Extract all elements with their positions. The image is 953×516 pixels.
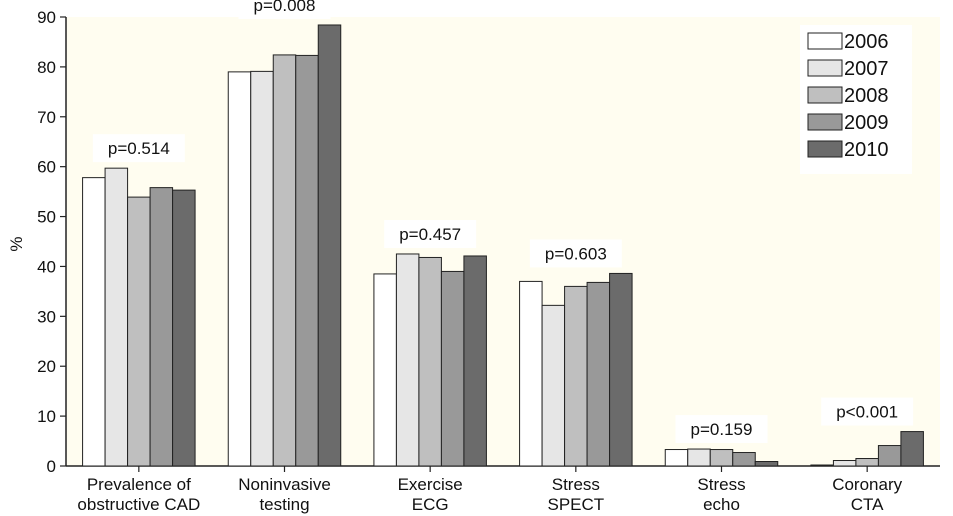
bar-2010	[609, 272, 633, 467]
p-value-annotation: p=0.159	[691, 420, 753, 439]
bar-2009	[732, 452, 756, 467]
y-tick-label: 60	[37, 158, 56, 177]
annotation-box	[384, 219, 477, 248]
bar-2010	[317, 24, 342, 467]
bar-2007	[104, 167, 129, 467]
legend-label-2007: 2007	[844, 58, 889, 80]
category-label: Stress	[697, 475, 745, 494]
category-label: testing	[259, 495, 309, 514]
bar-2008	[418, 256, 442, 467]
bar-2010	[463, 255, 487, 467]
p-value-annotation: p=0.457	[399, 225, 461, 244]
y-tick-label: 10	[37, 407, 56, 426]
bar-2006	[519, 280, 543, 467]
bar-2008	[709, 449, 734, 467]
bar-2007	[395, 253, 420, 467]
category-label: Stress	[552, 475, 600, 494]
category-label: Prevalence of	[87, 475, 191, 494]
annotation-box	[92, 134, 185, 163]
bar-2010	[172, 189, 196, 467]
y-tick-label: 40	[37, 257, 56, 276]
y-tick-label: 70	[37, 108, 56, 127]
category-label: ECG	[412, 495, 449, 514]
bar-2007	[832, 460, 857, 467]
bar-2007	[250, 70, 274, 467]
category-label: echo	[703, 495, 740, 514]
y-tick-label: 20	[37, 357, 56, 376]
category-label: Coronary	[832, 475, 902, 494]
bar-2006	[810, 464, 834, 467]
bar-2008	[272, 54, 297, 467]
y-tick-label: 0	[47, 457, 56, 476]
category-label: Exercise	[398, 475, 463, 494]
y-tick-label: 50	[37, 208, 56, 227]
category-label: obstructive CAD	[77, 495, 200, 514]
legend-swatch-2008	[807, 86, 843, 104]
plot-area	[66, 17, 940, 466]
bar-2010	[754, 461, 779, 467]
bar-2008	[564, 285, 588, 467]
bar-2009	[440, 270, 465, 467]
y-tick-label: 90	[37, 8, 56, 27]
annotation-box	[238, 0, 331, 19]
bar-2010	[900, 431, 924, 467]
bar-2009	[877, 445, 902, 467]
bar-2006	[373, 273, 397, 467]
p-value-annotation: p=0.514	[108, 139, 170, 158]
y-axis-title: %	[7, 236, 26, 251]
bar-2006	[664, 449, 689, 467]
y-tick-label: 80	[37, 58, 56, 77]
p-value-annotation: p=0.603	[545, 244, 607, 263]
legend-label-2008: 2008	[844, 85, 889, 107]
legend-swatch-2009	[807, 113, 843, 131]
bar-2009	[295, 54, 319, 467]
annotation-box	[529, 239, 622, 268]
p-value-annotation: p=0.008	[254, 0, 316, 15]
legend-swatch-2007	[807, 59, 843, 77]
legend-label-2006: 2006	[844, 31, 889, 53]
p-value-annotation: p<0.001	[836, 403, 898, 422]
annotation-box	[821, 397, 914, 426]
category-label: SPECT	[547, 495, 604, 514]
bar-2007	[541, 304, 566, 467]
category-label: CTA	[851, 495, 884, 514]
category-label: Noninvasive	[238, 475, 331, 494]
bar-2008	[127, 196, 151, 467]
legend-swatch-2010	[807, 140, 843, 158]
legend-label-2010: 2010	[844, 139, 889, 161]
legend-label-2009: 2009	[844, 112, 889, 134]
bar-2006	[227, 71, 252, 467]
bar-2006	[82, 177, 106, 467]
bar-2008	[855, 458, 879, 467]
bar-2007	[687, 448, 711, 467]
y-tick-label: 30	[37, 307, 56, 326]
bar-2009	[586, 281, 611, 467]
legend-swatch-2006	[807, 32, 843, 50]
annotation-box	[675, 415, 768, 444]
bar-2009	[149, 187, 174, 467]
